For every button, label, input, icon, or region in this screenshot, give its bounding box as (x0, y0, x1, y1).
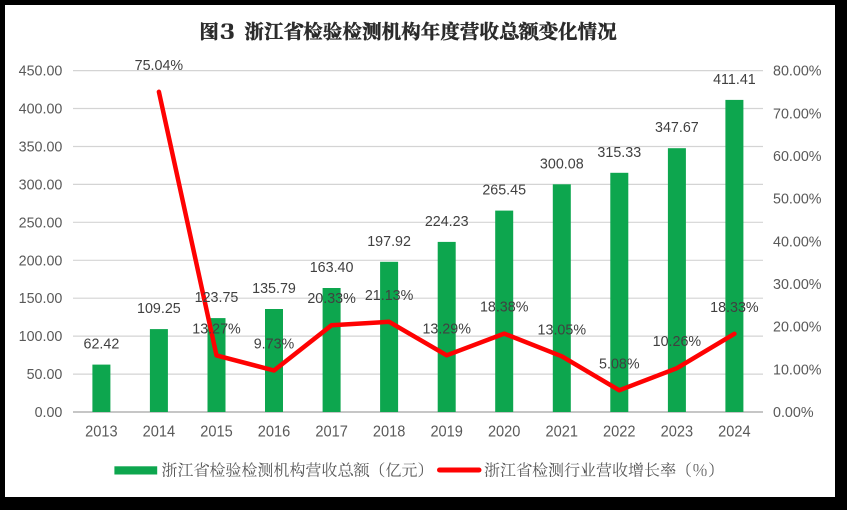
svg-text:13.05%: 13.05% (538, 322, 587, 338)
svg-text:21.13%: 21.13% (365, 288, 414, 304)
svg-text:18.33%: 18.33% (710, 300, 759, 316)
svg-text:300.00: 300.00 (19, 177, 63, 193)
svg-text:2018: 2018 (373, 424, 406, 441)
svg-text:2022: 2022 (603, 424, 636, 441)
svg-text:62.42: 62.42 (84, 337, 120, 353)
svg-text:40.00%: 40.00% (773, 234, 822, 250)
svg-text:2020: 2020 (488, 424, 521, 441)
svg-text:10.00%: 10.00% (773, 362, 822, 378)
svg-text:30.00%: 30.00% (773, 277, 822, 293)
svg-text:2019: 2019 (430, 424, 463, 441)
svg-text:2023: 2023 (661, 424, 694, 441)
svg-text:0.00%: 0.00% (773, 405, 814, 421)
svg-text:2015: 2015 (200, 424, 233, 441)
svg-text:315.33: 315.33 (597, 145, 641, 161)
svg-text:265.45: 265.45 (482, 183, 526, 199)
svg-text:20.33%: 20.33% (307, 291, 356, 307)
svg-text:411.41: 411.41 (713, 72, 756, 88)
svg-text:200.00: 200.00 (19, 253, 63, 269)
svg-text:60.00%: 60.00% (773, 149, 822, 165)
svg-text:350.00: 350.00 (19, 140, 63, 156)
svg-text:13.29%: 13.29% (422, 321, 471, 337)
svg-text:50.00%: 50.00% (773, 192, 822, 208)
svg-text:150.00: 150.00 (19, 291, 63, 307)
svg-text:18.38%: 18.38% (480, 300, 529, 316)
svg-text:197.92: 197.92 (367, 234, 411, 250)
svg-text:250.00: 250.00 (19, 215, 63, 231)
svg-text:0.00: 0.00 (35, 405, 63, 421)
svg-text:163.40: 163.40 (310, 260, 354, 276)
svg-text:5.08%: 5.08% (599, 356, 640, 372)
svg-text:109.25: 109.25 (137, 301, 181, 317)
svg-text:75.04%: 75.04% (135, 58, 184, 74)
svg-text:10.26%: 10.26% (653, 334, 702, 350)
svg-text:2016: 2016 (258, 424, 291, 441)
svg-text:50.00: 50.00 (27, 367, 63, 383)
svg-text:2013: 2013 (85, 424, 118, 441)
svg-text:13.27%: 13.27% (192, 321, 241, 337)
svg-text:224.23: 224.23 (425, 214, 469, 230)
svg-text:2017: 2017 (315, 424, 348, 441)
svg-text:2021: 2021 (546, 424, 579, 441)
svg-text:2014: 2014 (143, 424, 176, 441)
svg-text:347.67: 347.67 (655, 120, 699, 136)
svg-text:70.00%: 70.00% (773, 106, 822, 122)
svg-text:123.75: 123.75 (195, 290, 239, 306)
svg-text:9.73%: 9.73% (254, 337, 295, 353)
svg-text:135.79: 135.79 (252, 281, 296, 297)
svg-text:20.00%: 20.00% (773, 320, 822, 336)
svg-text:300.08: 300.08 (540, 156, 584, 172)
svg-text:400.00: 400.00 (19, 102, 63, 118)
svg-text:80.00%: 80.00% (773, 64, 822, 80)
svg-text:450.00: 450.00 (19, 64, 63, 80)
svg-text:2024: 2024 (718, 424, 751, 441)
svg-text:100.00: 100.00 (19, 329, 63, 345)
